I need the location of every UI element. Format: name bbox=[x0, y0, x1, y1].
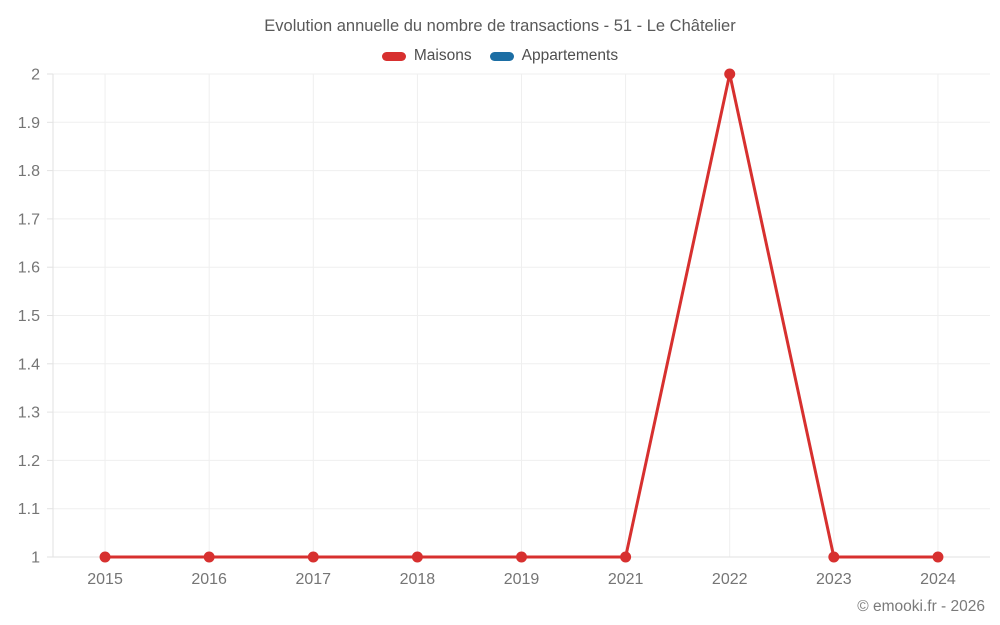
x-tick-label: 2016 bbox=[191, 571, 227, 588]
y-tick-label: 1.8 bbox=[18, 163, 40, 180]
data-point-maisons-2023[interactable] bbox=[828, 551, 840, 563]
data-point-maisons-2016[interactable] bbox=[203, 551, 215, 563]
legend-swatch-maisons bbox=[381, 51, 406, 61]
y-tick-label: 1.5 bbox=[18, 308, 40, 325]
x-tick-label: 2017 bbox=[295, 571, 331, 588]
x-tick-label: 2015 bbox=[87, 571, 123, 588]
legend-label: Maisons bbox=[413, 47, 472, 64]
y-tick-label: 1.1 bbox=[18, 501, 40, 518]
data-point-maisons-2017[interactable] bbox=[307, 551, 319, 563]
y-tick-label: 1.6 bbox=[18, 260, 40, 277]
copyright-footer: © emooki.fr - 2026 bbox=[857, 598, 985, 615]
legend-item-appartements[interactable]: Appartements bbox=[489, 47, 619, 65]
y-tick-label: 2 bbox=[31, 67, 40, 84]
legend-item-maisons[interactable]: Maisons bbox=[381, 47, 472, 65]
x-tick-label: 2018 bbox=[400, 571, 436, 588]
chart-legend: Maisons Appartements bbox=[0, 47, 1000, 65]
data-point-maisons-2018[interactable] bbox=[411, 551, 423, 563]
data-point-maisons-2021[interactable] bbox=[620, 551, 632, 563]
y-tick-label: 1 bbox=[31, 550, 40, 567]
y-tick-label: 1.7 bbox=[18, 211, 40, 228]
y-tick-label: 1.3 bbox=[18, 405, 40, 422]
x-tick-label: 2024 bbox=[920, 571, 956, 588]
data-point-maisons-2024[interactable] bbox=[932, 551, 944, 563]
x-tick-label: 2023 bbox=[816, 571, 852, 588]
data-point-maisons-2015[interactable] bbox=[99, 551, 111, 563]
legend-swatch-appartements bbox=[489, 51, 514, 61]
chart-title: Evolution annuelle du nombre de transact… bbox=[264, 17, 736, 35]
data-point-maisons-2022[interactable] bbox=[724, 68, 736, 80]
data-point-maisons-2019[interactable] bbox=[516, 551, 527, 563]
y-tick-label: 1.2 bbox=[18, 453, 40, 470]
y-tick-label: 1.9 bbox=[18, 115, 40, 132]
x-tick-label: 2019 bbox=[504, 571, 540, 588]
y-tick-label: 1.4 bbox=[18, 356, 40, 373]
x-tick-label: 2022 bbox=[712, 571, 748, 588]
x-tick-label: 2021 bbox=[608, 571, 644, 588]
legend-label: Appartements bbox=[521, 47, 619, 64]
